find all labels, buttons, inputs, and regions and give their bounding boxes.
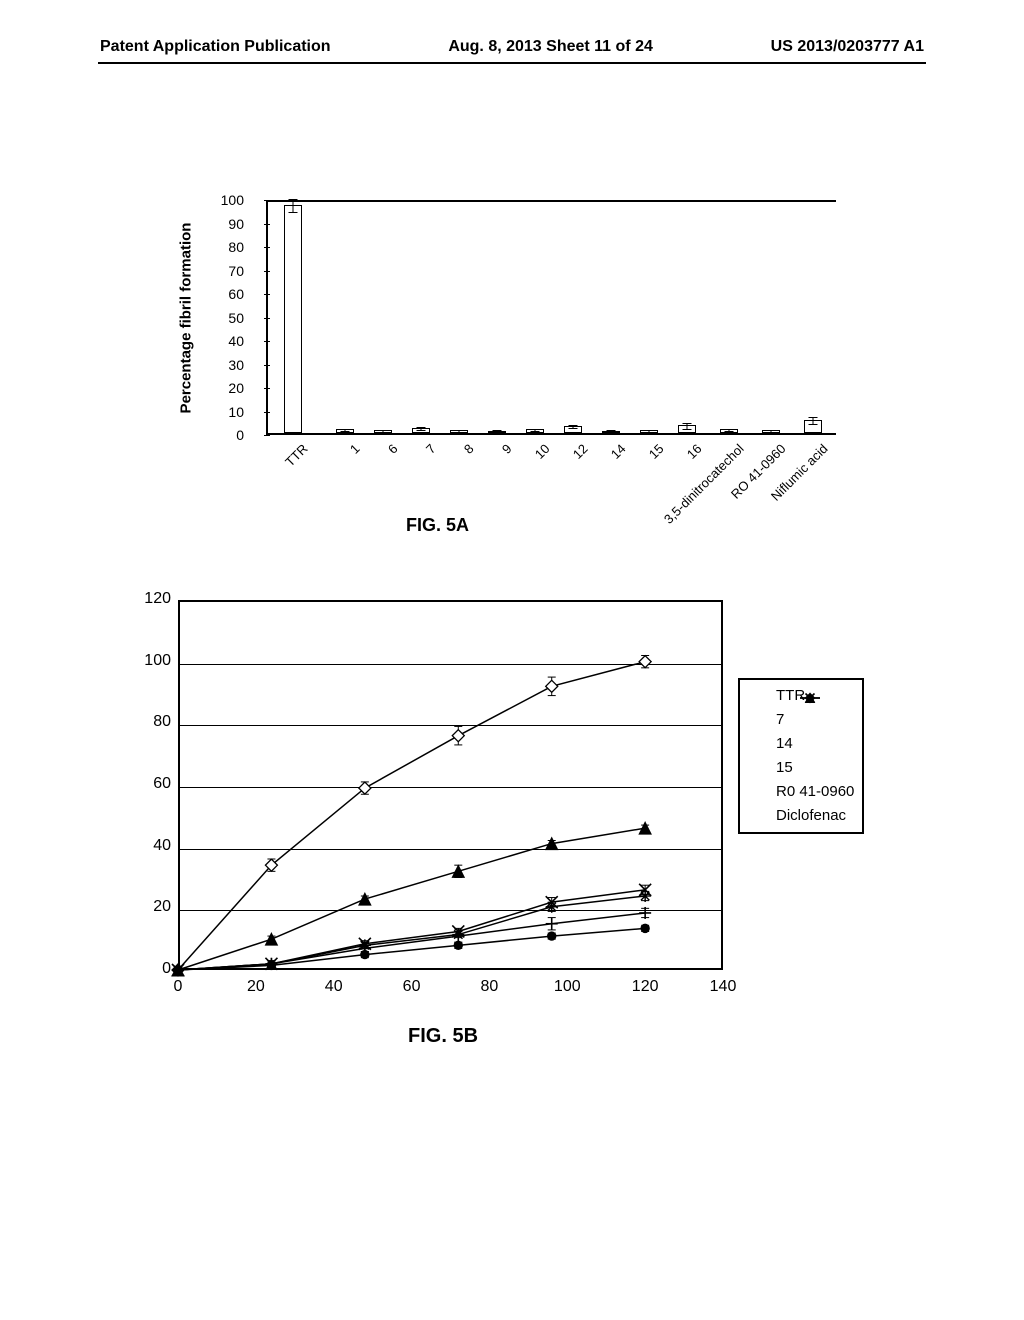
fig5b-xtick: 60 [403, 978, 421, 996]
fig5a-bar [720, 429, 738, 433]
fig5a-ytick: 20 [216, 380, 244, 396]
header-divider [98, 62, 926, 64]
figure-5a: Percentage fibril formation 010203040506… [196, 200, 836, 510]
header-right: US 2013/0203777 A1 [771, 38, 924, 56]
fig5a-bar [412, 428, 430, 433]
fig5b-xtick: 140 [710, 978, 737, 996]
fig5b-svg [178, 600, 723, 970]
fig5a-bar [602, 431, 620, 433]
fig5a-bar [450, 430, 468, 433]
fig5b-ytick: 100 [136, 652, 171, 670]
fig5a-bar [564, 426, 582, 433]
fig5a-ytick: 80 [216, 239, 244, 255]
fig5b-ytick: 80 [136, 713, 171, 731]
page-header: Patent Application Publication Aug. 8, 2… [0, 38, 1024, 56]
header-center: Aug. 8, 2013 Sheet 11 of 24 [448, 38, 653, 56]
fig5a-ytick: 60 [216, 286, 244, 302]
fig5a-bar [336, 429, 354, 433]
fig5a-caption: FIG. 5A [406, 515, 469, 536]
fig5a-ytick: 90 [216, 216, 244, 232]
fig5a-bar [374, 430, 392, 433]
figure-5b: 0 20 40 60 80 100 120 0 20 40 60 80 100 120 140 TTR71… [118, 590, 898, 1020]
fig5b-ytick: 0 [136, 960, 171, 978]
fig5a-ytick: 100 [216, 192, 244, 208]
fig5a-xlabel: 9 [499, 441, 515, 457]
fig5a-xlabel: 14 [608, 441, 629, 462]
fig5a-bar [804, 420, 822, 433]
legend-item: Diclofenac [748, 804, 854, 828]
fig5a-ylabel: Percentage fibril formation [178, 223, 195, 414]
fig5a-ytick: 0 [216, 427, 244, 443]
fig5b-xtick: 0 [174, 978, 183, 996]
fig5b-xtick: 40 [325, 978, 343, 996]
legend-label: 7 [776, 708, 784, 732]
fig5a-bar [488, 431, 506, 433]
fig5a-xlabel: 6 [385, 441, 401, 457]
fig5a-xlabel: 10 [532, 441, 553, 462]
fig5a-xlabel: TTR [282, 441, 310, 469]
fig5a-bar [678, 425, 696, 433]
fig5a-bar [762, 430, 780, 433]
fig5a-ytick: 10 [216, 404, 244, 420]
fig5a-xlabel: 1 [347, 441, 363, 457]
fig5a-ytick: 40 [216, 333, 244, 349]
fig5b-ytick: 60 [136, 775, 171, 793]
fig5b-xtick: 80 [481, 978, 499, 996]
header-left: Patent Application Publication [100, 38, 331, 56]
fig5b-ytick: 120 [136, 590, 171, 608]
fig5a-plot [266, 200, 836, 435]
fig5b-ytick: 20 [136, 898, 171, 916]
fig5a-xlabel: 16 [684, 441, 705, 462]
fig5b-xtick: 120 [632, 978, 659, 996]
fig5b-xtick: 100 [554, 978, 581, 996]
fig5a-xlabel: 12 [570, 441, 591, 462]
fig5a-xlabel: 15 [646, 441, 667, 462]
fig5b-legend: TTR71415R0 41-0960Diclofenac [738, 678, 864, 834]
fig5a-ytick: 70 [216, 263, 244, 279]
fig5b-ytick: 40 [136, 837, 171, 855]
fig5a-xlabel: 8 [461, 441, 477, 457]
legend-label: 14 [776, 732, 793, 756]
fig5a-ytick: 30 [216, 357, 244, 373]
fig5a-bar [640, 430, 658, 433]
fig5a-xlabel: 7 [423, 441, 439, 457]
legend-label: 15 [776, 756, 793, 780]
fig5b-xtick: 20 [247, 978, 265, 996]
fig5a-ytick: 50 [216, 310, 244, 326]
fig5a-bar [284, 205, 302, 433]
fig5a-bar [526, 429, 544, 433]
fig5b-caption: FIG. 5B [408, 1025, 478, 1048]
